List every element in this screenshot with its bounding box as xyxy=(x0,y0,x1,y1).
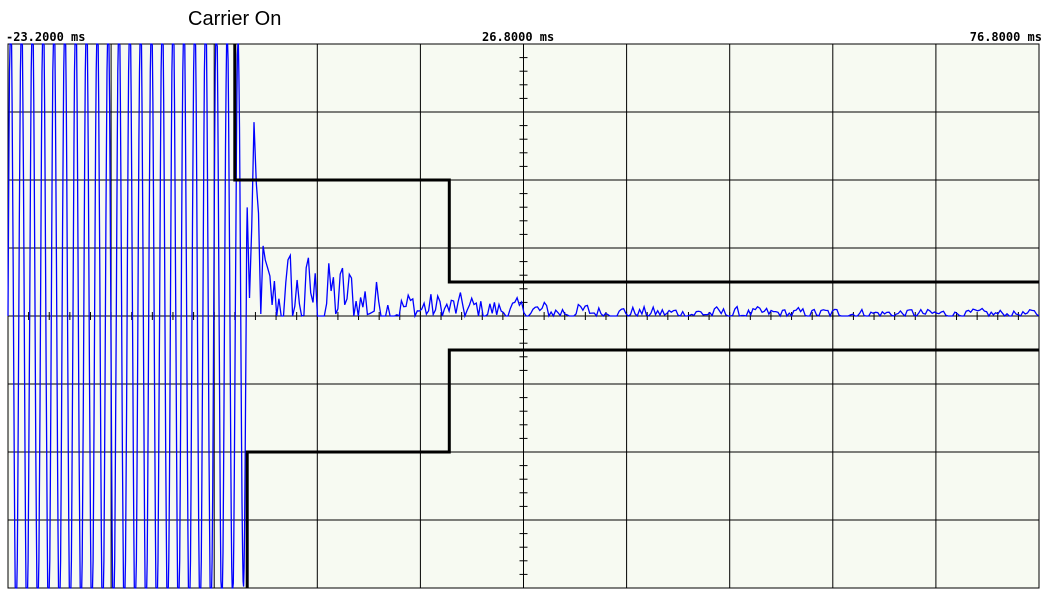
signal-line xyxy=(7,43,1040,589)
x-tick-label-start: -23.2000 ms xyxy=(6,30,86,44)
mask-limits xyxy=(233,44,1039,588)
chart-title: Carrier On xyxy=(188,8,282,30)
x-tick-label-center: 26.8000 ms xyxy=(482,30,555,44)
mask-upper-limit xyxy=(233,44,1039,284)
x-tick-label-end: 76.8000 ms xyxy=(969,30,1042,44)
mask-lower-limit xyxy=(245,348,1039,588)
signal-trace xyxy=(7,43,1040,589)
